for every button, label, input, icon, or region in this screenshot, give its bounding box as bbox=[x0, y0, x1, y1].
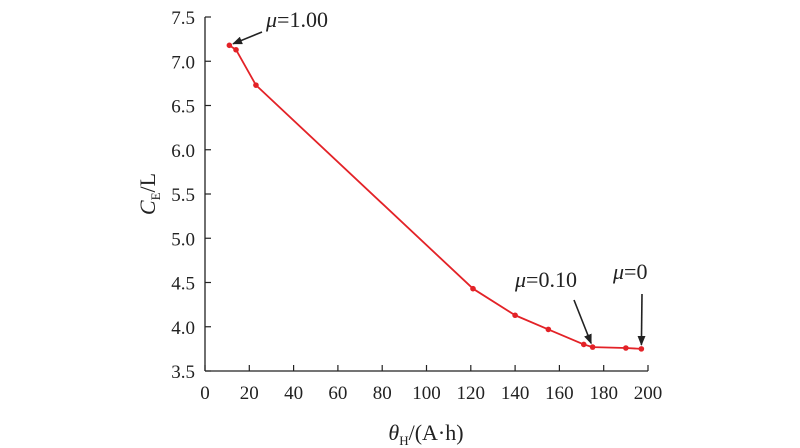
data-point bbox=[226, 42, 233, 49]
x-tick-label: 200 bbox=[634, 383, 663, 404]
data-point bbox=[638, 346, 645, 352]
y-axis-title-rest: /L bbox=[135, 173, 160, 193]
data-point bbox=[545, 326, 552, 333]
annotation-mu-2-label: μ=0.10 bbox=[514, 267, 577, 292]
x-axis-title-rest: /(A·h) bbox=[409, 420, 464, 445]
x-tick-label: 40 bbox=[284, 383, 303, 404]
x-tick-label: 140 bbox=[501, 383, 530, 404]
annotation-mu-2: μ=0.10 bbox=[514, 267, 592, 345]
y-tick-label: 7.0 bbox=[171, 52, 195, 73]
data-point bbox=[580, 341, 587, 348]
x-ticks: 0 20 40 60 80 100 120 140 160 180 200 bbox=[200, 365, 662, 404]
data-point bbox=[512, 312, 518, 319]
y-axis-title: CE/L bbox=[135, 173, 163, 215]
y-axis-title-sub: E bbox=[148, 192, 163, 200]
annotation-mu-3: μ=0 bbox=[612, 259, 647, 346]
y-tick-label: 4.5 bbox=[171, 274, 195, 295]
x-axis-title-sub: H bbox=[399, 433, 408, 448]
x-tick-label: 0 bbox=[200, 383, 210, 404]
annotation-mu-1: μ=1.00 bbox=[232, 7, 328, 45]
y-tick-label: 5.0 bbox=[171, 229, 195, 250]
data-point bbox=[253, 82, 259, 88]
series-layer bbox=[226, 42, 645, 352]
y-tick-label: 3.5 bbox=[171, 362, 195, 383]
annotation-mu-3-label: μ=0 bbox=[612, 259, 647, 284]
annotation-mu-2-arrow bbox=[573, 299, 592, 345]
series-line bbox=[228, 44, 642, 350]
x-tick-label: 20 bbox=[240, 383, 259, 404]
y-tick-label: 4.0 bbox=[171, 318, 195, 339]
data-point bbox=[470, 285, 476, 292]
data-point bbox=[623, 345, 629, 351]
data-point bbox=[589, 344, 596, 350]
annotation-mu-1-label: μ=1.00 bbox=[265, 7, 328, 32]
y-tick-label: 6.0 bbox=[171, 141, 195, 162]
annotation-mu-1-arrow bbox=[232, 31, 263, 45]
x-tick-label: 100 bbox=[412, 383, 441, 404]
data-point bbox=[233, 46, 239, 53]
x-tick-label: 120 bbox=[457, 383, 486, 404]
y-ticks: 3.5 4.0 4.5 5.0 5.5 6.0 6.5 7.0 7.5 bbox=[171, 8, 211, 383]
x-tick-label: 180 bbox=[589, 383, 618, 404]
y-tick-label: 7.5 bbox=[171, 8, 195, 29]
annotation-mu-3-arrow bbox=[637, 293, 646, 346]
y-tick-label: 6.5 bbox=[171, 97, 195, 118]
x-tick-label: 60 bbox=[328, 383, 347, 404]
x-tick-label: 160 bbox=[545, 383, 574, 404]
x-tick-label: 80 bbox=[373, 383, 392, 404]
y-tick-label: 5.5 bbox=[171, 185, 195, 206]
x-axis-title: θH/(A·h) bbox=[388, 420, 463, 448]
x-axis-title-main: θ bbox=[388, 420, 399, 445]
y-axis-title-main: C bbox=[135, 200, 160, 215]
